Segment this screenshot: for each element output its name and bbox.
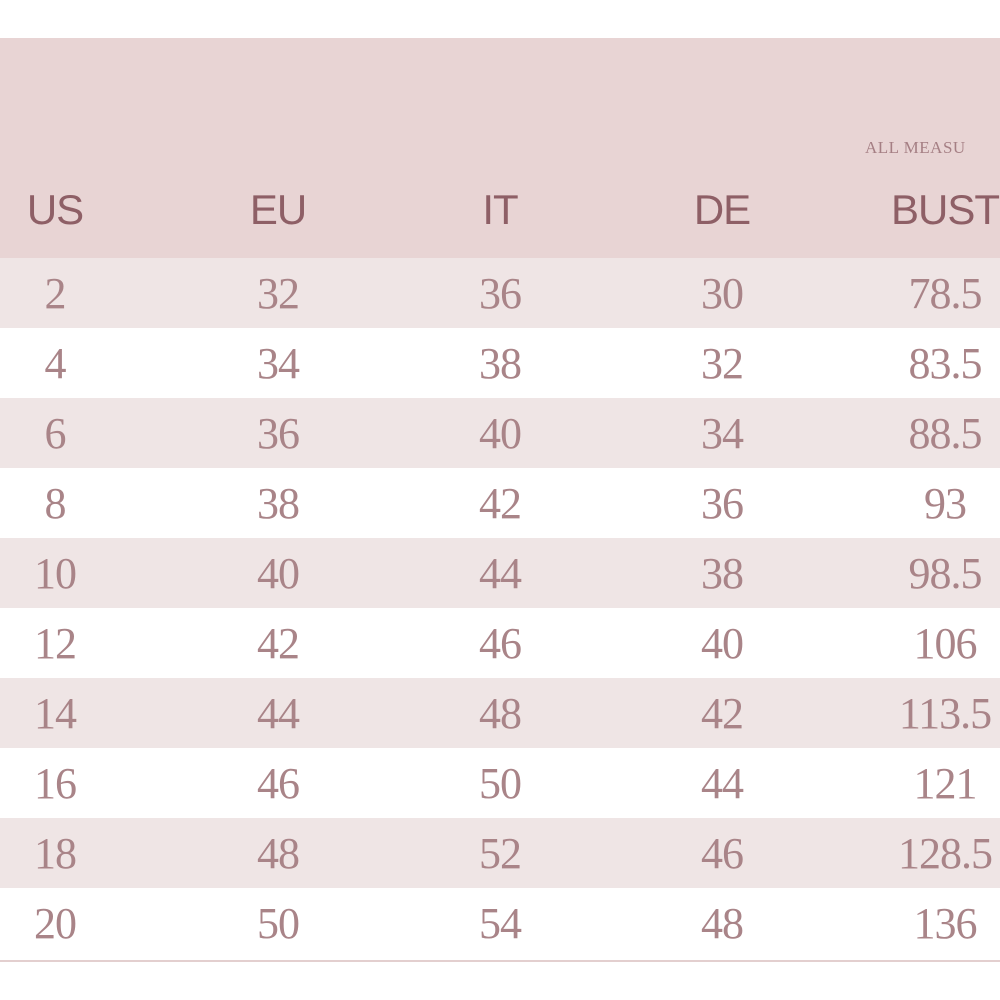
table-cell: 2: [44, 269, 67, 318]
table-cell: 113.5: [898, 689, 992, 738]
table-cell: 78.5: [908, 269, 983, 318]
header-band: [0, 38, 1000, 258]
table-cell: 38: [701, 549, 744, 598]
table-cell: 93: [924, 479, 967, 528]
table-cell: 6: [44, 409, 67, 458]
row-stripe: [0, 818, 1000, 888]
table-cell: 54: [479, 899, 522, 948]
table-cell: 16: [34, 759, 77, 808]
table-cell: 32: [257, 269, 300, 318]
table-cell: 34: [257, 339, 300, 388]
table-cell: 98.5: [908, 549, 983, 598]
table-cell: 83.5: [908, 339, 983, 388]
table-cell: 88.5: [908, 409, 983, 458]
table-cell: 36: [701, 479, 744, 528]
table-cell: 44: [701, 759, 744, 808]
table-cell: 106: [913, 619, 978, 668]
table-cell: 44: [479, 549, 522, 598]
table-cell: 52: [479, 829, 522, 878]
table-cell: 48: [701, 899, 744, 948]
table-cell: 42: [701, 689, 744, 738]
column-header: EU: [249, 186, 307, 233]
table-cell: 46: [479, 619, 522, 668]
table-cell: 40: [257, 549, 300, 598]
table-cell: 8: [44, 479, 67, 528]
row-stripe: [0, 398, 1000, 468]
table-cell: 36: [479, 269, 522, 318]
table-cell: 20: [34, 899, 77, 948]
table-cell: 46: [257, 759, 300, 808]
table-cell: 10: [34, 549, 77, 598]
table-cell: 40: [701, 619, 744, 668]
table-cell: 42: [479, 479, 522, 528]
table-cell: 32: [701, 339, 744, 388]
table-cell: 12: [34, 619, 77, 668]
row-stripe: [0, 258, 1000, 328]
column-header: US: [26, 186, 84, 233]
bottom-rule: [0, 960, 1000, 962]
table-cell: 40: [479, 409, 522, 458]
table-cell: 46: [701, 829, 744, 878]
table-cell: 34: [701, 409, 744, 458]
table-cell: 36: [257, 409, 300, 458]
table-cell: 136: [913, 899, 978, 948]
row-stripe: [0, 678, 1000, 748]
table-cell: 44: [257, 689, 300, 738]
table-cell: 121: [913, 759, 978, 808]
table-cell: 38: [479, 339, 522, 388]
table-cell: 42: [257, 619, 300, 668]
column-header: BUST: [890, 186, 1000, 233]
table-cell: 38: [257, 479, 300, 528]
table-cell: 50: [257, 899, 300, 948]
table-cell: 48: [479, 689, 522, 738]
table-cell: 128.5: [898, 829, 993, 878]
table-cell: 50: [479, 759, 522, 808]
table-cell: 30: [701, 269, 744, 318]
table-cell: 48: [257, 829, 300, 878]
column-header: IT: [482, 186, 518, 233]
row-stripe: [0, 538, 1000, 608]
measurement-note: ALL MEASU: [865, 138, 966, 157]
table-cell: 18: [34, 829, 77, 878]
column-header: DE: [693, 186, 751, 233]
table-cell: 14: [34, 689, 77, 738]
table-cell: 4: [44, 339, 67, 388]
